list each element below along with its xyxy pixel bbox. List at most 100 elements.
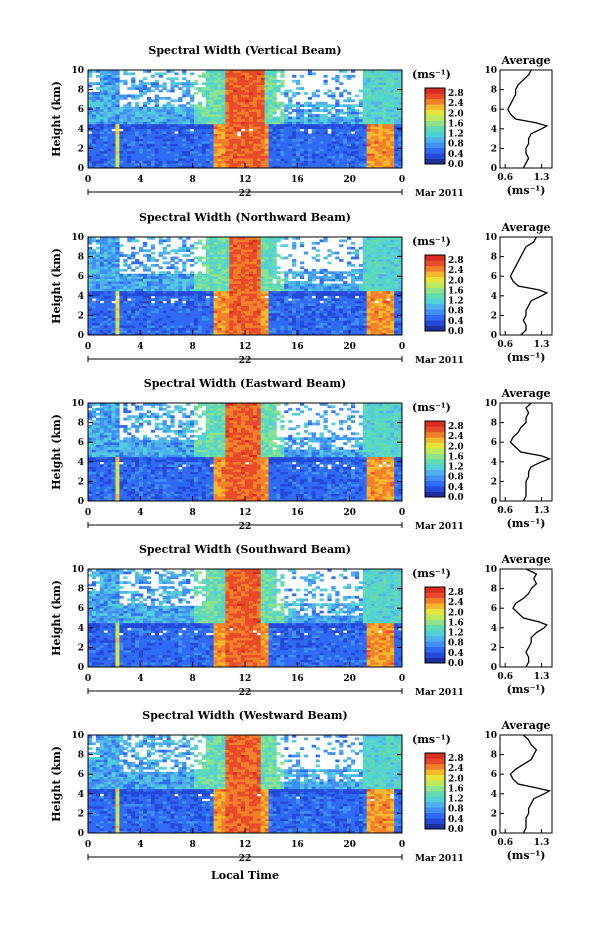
- heatmap-cell: [375, 156, 379, 159]
- heatmap-cell: [170, 80, 174, 83]
- heatmap-cell: [229, 259, 233, 262]
- heatmap-cell: [100, 104, 104, 107]
- heatmap-cell: [288, 158, 292, 161]
- heatmap-cell: [108, 80, 112, 83]
- heatmap-cell: [115, 328, 119, 331]
- heatmap-cell: [131, 136, 135, 139]
- heatmap-cell: [257, 330, 261, 333]
- heatmap-cell: [143, 156, 147, 159]
- heatmap-cell: [316, 134, 320, 137]
- heatmap-cell: [108, 117, 112, 120]
- heatmap-cell: [265, 274, 269, 277]
- heatmap-cell: [249, 313, 253, 316]
- heatmap-cell: [378, 126, 382, 129]
- heatmap-cell: [324, 291, 328, 294]
- heatmap-cell: [241, 102, 245, 105]
- heatmap-cell: [296, 286, 300, 289]
- heatmap-cell: [178, 144, 182, 147]
- heatmap-cell: [147, 151, 151, 154]
- heatmap-cell: [155, 126, 159, 129]
- heatmap-cell: [245, 269, 249, 272]
- heatmap-cell: [363, 141, 367, 144]
- heatmap-cell: [174, 308, 178, 311]
- heatmap-cell: [241, 141, 245, 144]
- heatmap-cell: [276, 276, 280, 279]
- heatmap-cell: [245, 264, 249, 267]
- heatmap-cell: [269, 107, 273, 110]
- heatmap-cell: [198, 315, 202, 318]
- heatmap-cell: [182, 291, 186, 294]
- heatmap-cell: [96, 298, 100, 301]
- heatmap-cell: [229, 252, 233, 255]
- heatmap-cell: [280, 141, 284, 144]
- heatmap-cell: [233, 286, 237, 289]
- heatmap-cell: [253, 298, 257, 301]
- heatmap-cell: [218, 252, 222, 255]
- heatmap-cell: [269, 328, 273, 331]
- heatmap-cell: [261, 107, 265, 110]
- heatmap-cell: [249, 320, 253, 323]
- heatmap-cell: [147, 121, 151, 124]
- heatmap-cell: [327, 151, 331, 154]
- heatmap-cell: [269, 92, 273, 95]
- heatmap-cell: [265, 141, 269, 144]
- heatmap-cell: [143, 315, 147, 318]
- heatmap-cell: [367, 112, 371, 115]
- heatmap-cell: [190, 85, 194, 88]
- heatmap-cell: [88, 291, 92, 294]
- heatmap-cell: [265, 75, 269, 78]
- heatmap-cell: [88, 271, 92, 274]
- heatmap-cell: [347, 141, 351, 144]
- heatmap-cell: [131, 126, 135, 129]
- heatmap-cell: [269, 247, 273, 250]
- heatmap-cell: [139, 121, 143, 124]
- heatmap-cell: [174, 274, 178, 277]
- heatmap-cell: [229, 239, 233, 242]
- heatmap-cell: [135, 323, 139, 326]
- heatmap-cell: [288, 126, 292, 129]
- heatmap-cell: [190, 136, 194, 139]
- heatmap-cell: [347, 146, 351, 149]
- heatmap-cell: [390, 82, 394, 85]
- colorbar-tick-label: 0.4: [448, 150, 464, 160]
- heatmap-cell: [96, 252, 100, 255]
- heatmap-cell: [206, 75, 210, 78]
- heatmap-cell: [198, 129, 202, 132]
- heatmap-cell: [194, 284, 198, 287]
- heatmap-cell: [245, 311, 249, 314]
- heatmap-cell: [237, 269, 241, 272]
- heatmap-cell: [178, 325, 182, 328]
- heatmap-cell: [308, 104, 312, 107]
- heatmap-cell: [115, 291, 119, 294]
- heatmap-cell: [170, 151, 174, 154]
- heatmap-cell: [170, 119, 174, 122]
- heatmap-cell: [237, 306, 241, 309]
- heatmap-cell: [147, 249, 151, 252]
- heatmap-cell: [272, 308, 276, 311]
- heatmap-cell: [108, 313, 112, 316]
- heatmap-cell: [237, 293, 241, 296]
- heatmap-cell: [108, 119, 112, 122]
- heatmap-cell: [139, 320, 143, 323]
- heatmap-cell: [308, 146, 312, 149]
- heatmap-cell: [229, 95, 233, 98]
- heatmap-cell: [284, 146, 288, 149]
- heatmap-cell: [115, 146, 119, 149]
- heatmap-cell: [143, 281, 147, 284]
- heatmap-cell: [194, 82, 198, 85]
- heatmap-cell: [198, 257, 202, 260]
- heatmap-cell: [206, 163, 210, 166]
- heatmap-cell: [351, 104, 355, 107]
- heatmap-cell: [367, 124, 371, 127]
- heatmap-cell: [339, 82, 343, 85]
- heatmap-cell: [202, 286, 206, 289]
- heatmap-cell: [167, 271, 171, 274]
- heatmap-cell: [167, 274, 171, 277]
- heatmap-cell: [108, 286, 112, 289]
- heatmap-cell: [92, 284, 96, 287]
- heatmap-cell: [320, 320, 324, 323]
- heatmap-cell: [261, 262, 265, 265]
- heatmap-cell: [284, 306, 288, 309]
- heatmap-cell: [214, 85, 218, 88]
- heatmap-cell: [178, 328, 182, 331]
